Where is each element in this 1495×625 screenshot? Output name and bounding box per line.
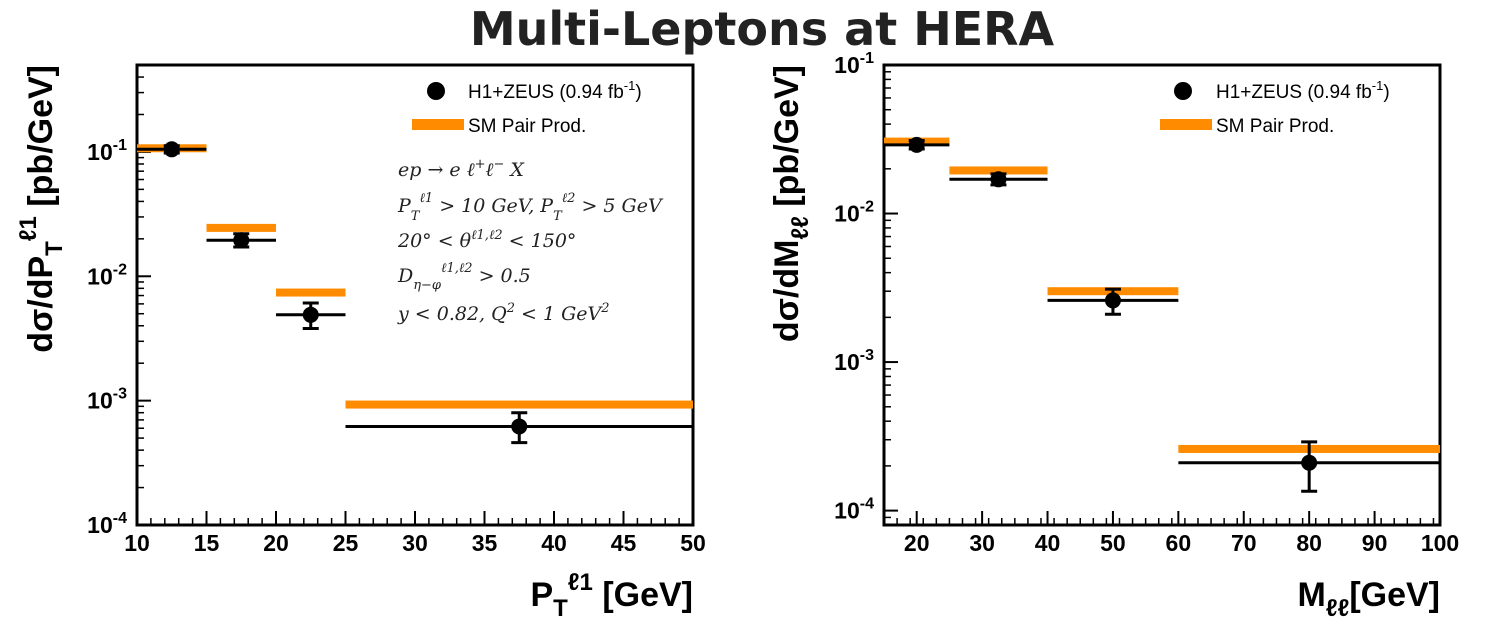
mll-legend-sm-label: SM Pair Prod. bbox=[1216, 116, 1334, 137]
pt-sm-band bbox=[345, 400, 693, 409]
pt-data-point bbox=[163, 141, 180, 158]
mll-y-tick-label: 10-4 bbox=[834, 496, 874, 524]
cut-line-1: ep → e ℓ+ℓ− X bbox=[398, 157, 525, 181]
mll-x-axis-label: Mℓℓ[GeV] bbox=[1298, 576, 1440, 622]
pt-legend: H1+ZEUS (0.94 fb-1) SM Pair Prod. bbox=[412, 78, 642, 137]
mll-axis-ticks: 20 30 40 50 60 70 80 90 100 10-1 10-2 10-3 10-4 bbox=[834, 50, 1459, 556]
pt-y-tick-label: 10-2 bbox=[87, 261, 127, 289]
pt-legend-data-label: H1+ZEUS (0.94 fb-1) bbox=[468, 78, 642, 103]
mll-y-axis-label: dσ/dMℓℓ [pb/GeV] bbox=[768, 65, 814, 342]
mll-data-point bbox=[1104, 292, 1121, 309]
mll-marks bbox=[884, 136, 1440, 493]
mll-y-tick-label: 10-3 bbox=[834, 347, 874, 375]
mll-legend-data-label: H1+ZEUS (0.94 fb-1) bbox=[1216, 78, 1390, 103]
pt-data-point bbox=[302, 306, 319, 323]
pt-legend-sm-marker bbox=[412, 119, 464, 130]
pt-y-tick-label: 10-1 bbox=[87, 137, 127, 165]
mll-x-tick-label: 70 bbox=[1231, 530, 1257, 556]
mll-y-tick-label: 10-2 bbox=[834, 199, 874, 227]
mll-x-tick-label: 20 bbox=[904, 530, 930, 556]
pt-x-tick-label: 10 bbox=[124, 530, 150, 556]
pt-axis-ticks: 10 15 20 25 30 35 40 45 50 10-1 10-2 10-3 10-4 bbox=[87, 64, 706, 556]
mll-x-tick-label: 90 bbox=[1362, 530, 1388, 556]
mll-data-point bbox=[990, 171, 1007, 188]
mll-x-tick-label: 30 bbox=[969, 530, 995, 556]
cut-line-4: Dη−φℓ1,ℓ2 > 0.5 bbox=[397, 261, 531, 293]
mll-x-tick-label: 50 bbox=[1100, 530, 1126, 556]
pt-x-tick-label: 20 bbox=[263, 530, 289, 556]
pt-y-axis-label: dσ/dPTℓ1 [pb/GeV] bbox=[15, 65, 68, 353]
pt-plot-frame bbox=[135, 63, 695, 527]
mll-legend-data-marker bbox=[1174, 82, 1192, 100]
mll-legend-sm-marker bbox=[1160, 119, 1212, 130]
mll-panel: 20 30 40 50 60 70 80 90 100 10-1 10-2 10-3 10-4 H1+Z… bbox=[768, 50, 1459, 622]
mll-legend: H1+ZEUS (0.94 fb-1) SM Pair Prod. bbox=[1160, 78, 1390, 137]
pt-x-tick-label: 25 bbox=[333, 530, 359, 556]
pt-legend-sm-label: SM Pair Prod. bbox=[468, 116, 586, 137]
pt-sm-band bbox=[276, 288, 346, 297]
pt-marks bbox=[137, 141, 693, 445]
pt-x-tick-label: 50 bbox=[680, 530, 706, 556]
cut-line-5: y < 0.82, Q2 < 1 GeV2 bbox=[397, 301, 610, 325]
pt-x-axis-label: PTℓ1 [GeV] bbox=[530, 569, 693, 622]
pt-sm-band bbox=[206, 223, 276, 232]
mll-sm-band bbox=[949, 166, 1048, 175]
pt-y-tick-label: 10-4 bbox=[87, 510, 127, 538]
mll-data-point bbox=[908, 136, 925, 153]
pt-data-point bbox=[511, 418, 528, 435]
mll-x-tick-label: 100 bbox=[1421, 530, 1459, 556]
pt-x-tick-label: 45 bbox=[611, 530, 637, 556]
cut-line-3: 20° < θℓ1,ℓ2 < 150° bbox=[397, 228, 576, 252]
pt-legend-data-marker bbox=[427, 82, 445, 100]
pt-data-point bbox=[233, 232, 250, 249]
mll-y-tick-label: 10-1 bbox=[834, 50, 874, 78]
pt-cuts-annotation: ep → e ℓ+ℓ− X PTℓ1 > 10 GeV, PTℓ2 > 5 Ge… bbox=[397, 157, 664, 325]
pt-y-tick-label: 10-3 bbox=[87, 386, 127, 414]
pt-x-tick-label: 30 bbox=[402, 530, 428, 556]
pt-x-tick-label: 35 bbox=[472, 530, 498, 556]
pt-x-tick-label: 40 bbox=[541, 530, 567, 556]
pt-x-tick-label: 15 bbox=[194, 530, 220, 556]
mll-data-point bbox=[1301, 454, 1318, 471]
mll-x-tick-label: 80 bbox=[1296, 530, 1322, 556]
mll-x-tick-label: 60 bbox=[1166, 530, 1192, 556]
pt-panel: 10 15 20 25 30 35 40 45 50 10-1 10-2 10-3 10-4 H1+ZE… bbox=[15, 63, 706, 622]
figure-title: Multi-Leptons at HERA bbox=[470, 2, 1055, 56]
mll-x-tick-label: 40 bbox=[1035, 530, 1061, 556]
cut-line-2: PTℓ1 > 10 GeV, PTℓ2 > 5 GeV bbox=[397, 191, 664, 224]
mll-plot-frame bbox=[882, 63, 1442, 527]
